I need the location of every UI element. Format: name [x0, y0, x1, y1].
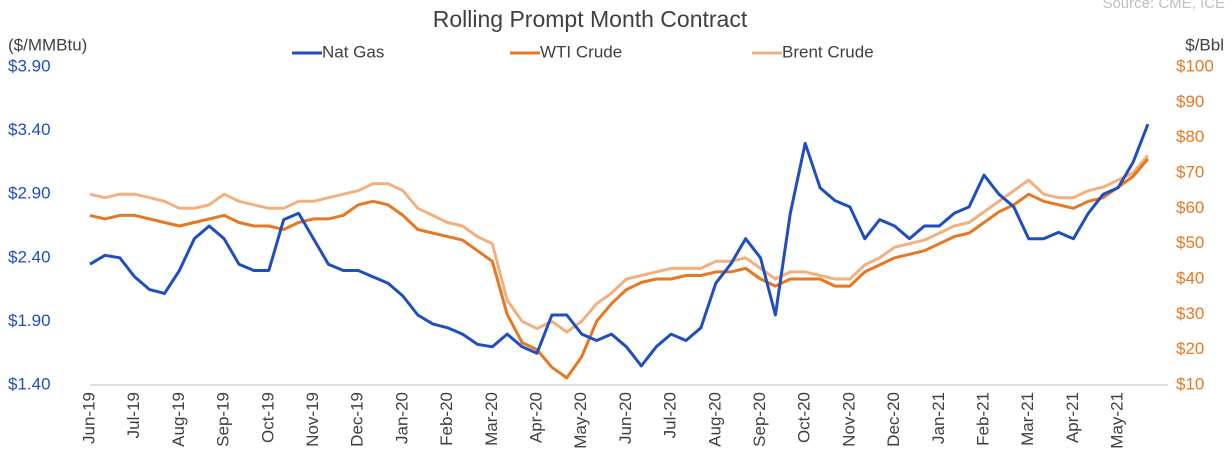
x-tick-label: Aug-20: [705, 392, 724, 447]
y-tick-label: $3.40: [8, 120, 51, 139]
x-tick-label: Mar-20: [482, 392, 501, 446]
legend-label: Nat Gas: [322, 42, 384, 61]
series-line: [89, 154, 1150, 334]
y2-tick-label: $40: [1176, 268, 1204, 287]
y2-axis-label: $/Bbl: [1185, 35, 1224, 54]
x-tick-label: Aug-19: [169, 392, 188, 447]
x-tick-label: Sep-20: [750, 392, 769, 447]
x-tick-label: Oct-19: [258, 392, 277, 443]
y-tick-label: $2.40: [8, 247, 51, 266]
source-note: Source: CME, ICE: [1102, 0, 1225, 12]
y2-tick-label: $70: [1176, 162, 1204, 181]
x-tick-label: Dec-20: [884, 392, 903, 447]
y-tick-label: $3.90: [8, 56, 51, 75]
y2-tick-label: $80: [1176, 127, 1204, 146]
x-tick-label: Jul-19: [124, 392, 143, 438]
x-tick-label: Nov-19: [303, 392, 322, 447]
chart-title: Rolling Prompt Month Contract: [433, 6, 748, 32]
x-tick-label: Apr-20: [526, 392, 545, 443]
y2-tick-label: $20: [1176, 339, 1204, 358]
x-tick-label: Dec-19: [348, 392, 367, 447]
y2-tick-label: $50: [1176, 233, 1204, 252]
y-tick-label: $2.90: [8, 184, 51, 203]
series-line: [89, 157, 1150, 380]
legend-label: WTI Crude: [540, 42, 622, 61]
y2-tick-label: $100: [1176, 56, 1214, 75]
x-tick-label: Jun-20: [616, 392, 635, 444]
x-tick-label: May-20: [571, 392, 590, 449]
y2-tick-label: $60: [1176, 198, 1204, 217]
series-line: [89, 123, 1150, 368]
x-tick-label: Feb-20: [437, 392, 456, 446]
x-tick-label: Nov-20: [839, 392, 858, 447]
y2-tick-label: $90: [1176, 92, 1204, 111]
x-tick-label: Mar-21: [1018, 392, 1037, 446]
x-tick-label: Jan-21: [929, 392, 948, 444]
x-tick-label: May-21: [1108, 392, 1127, 449]
y2-tick-label: $30: [1176, 304, 1204, 323]
y-axis-label: ($/MMBtu): [8, 35, 87, 54]
x-tick-label: Sep-19: [214, 392, 233, 447]
x-tick-label: Jul-20: [661, 392, 680, 438]
y-tick-label: $1.90: [8, 311, 51, 330]
y-tick-label: $1.40: [8, 374, 51, 393]
y2-tick-label: $10: [1176, 374, 1204, 393]
x-tick-label: Jan-20: [392, 392, 411, 444]
x-tick-label: Oct-20: [795, 392, 814, 443]
x-tick-label: Apr-21: [1063, 392, 1082, 443]
legend-label: Brent Crude: [782, 42, 874, 61]
x-tick-label: Feb-21: [973, 392, 992, 446]
x-tick-label: Jun-19: [79, 392, 98, 444]
